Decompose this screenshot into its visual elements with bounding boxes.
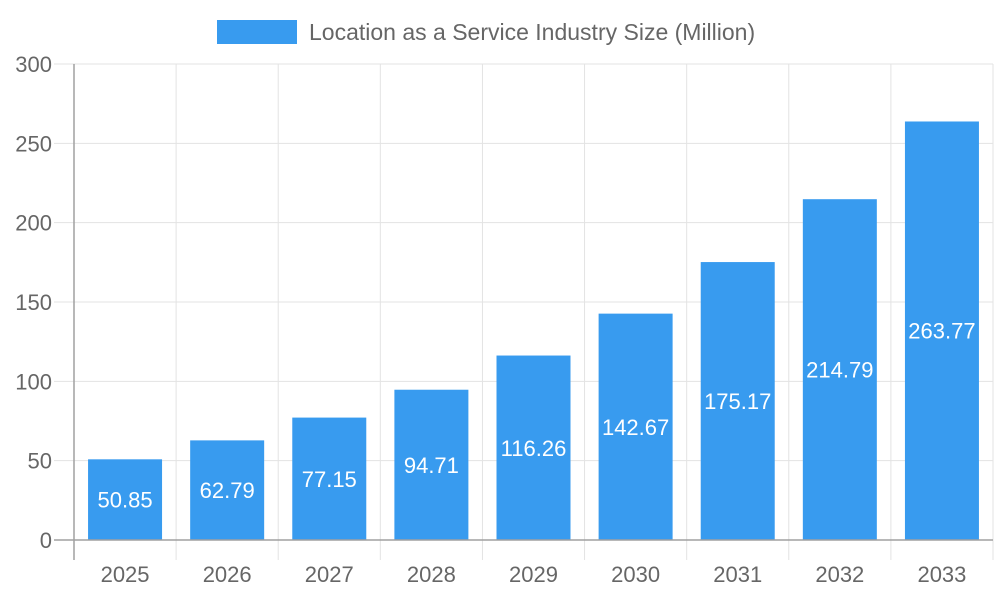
bars: 50.85 62.79 77.15 94.71 116.26 142.67 175.17 21… — [88, 121, 979, 541]
bar — [292, 417, 367, 540]
y-tick-label: 300 — [15, 52, 52, 77]
x-tick-label: 2030 — [611, 562, 660, 587]
grid — [54, 63, 994, 560]
x-tick-label: 2025 — [101, 562, 150, 587]
x-tick-label: 2026 — [203, 562, 252, 587]
bar — [88, 459, 163, 540]
x-tick-label: 2028 — [407, 562, 456, 587]
data-label: 62.79 — [200, 478, 255, 503]
x-tick-label: 2032 — [815, 562, 864, 587]
y-tick-label: 100 — [15, 369, 52, 394]
y-tick-label: 250 — [15, 131, 52, 156]
axes: 0 50 100 150 200 250 300 2025 2026 2027 2028 2029 20… — [15, 52, 993, 587]
data-label: 263.77 — [908, 319, 975, 344]
x-tick-label: 2027 — [305, 562, 354, 587]
x-tick-label: 2029 — [509, 562, 558, 587]
data-label: 77.15 — [302, 467, 357, 492]
data-label: 94.71 — [404, 453, 459, 478]
bar — [190, 440, 265, 540]
bar — [904, 121, 979, 541]
data-label: 50.85 — [98, 488, 153, 513]
y-tick-label: 50 — [28, 449, 52, 474]
x-tick-label: 2033 — [917, 562, 966, 587]
bar — [700, 262, 775, 540]
legend-swatch — [217, 20, 297, 44]
bar — [394, 389, 469, 540]
y-tick-label: 0 — [40, 528, 52, 553]
data-label: 142.67 — [602, 415, 669, 440]
legend[interactable]: Location as a Service Industry Size (Mil… — [217, 19, 755, 45]
bar — [598, 313, 673, 540]
data-label: 214.79 — [806, 358, 873, 383]
y-tick-label: 150 — [15, 290, 52, 315]
legend-label: Location as a Service Industry Size (Mil… — [309, 19, 755, 45]
x-tick-label: 2031 — [713, 562, 762, 587]
bar — [802, 199, 877, 540]
bar — [496, 355, 571, 540]
data-label: 116.26 — [501, 436, 567, 461]
y-tick-label: 200 — [15, 211, 52, 236]
data-label: 175.17 — [704, 389, 771, 414]
